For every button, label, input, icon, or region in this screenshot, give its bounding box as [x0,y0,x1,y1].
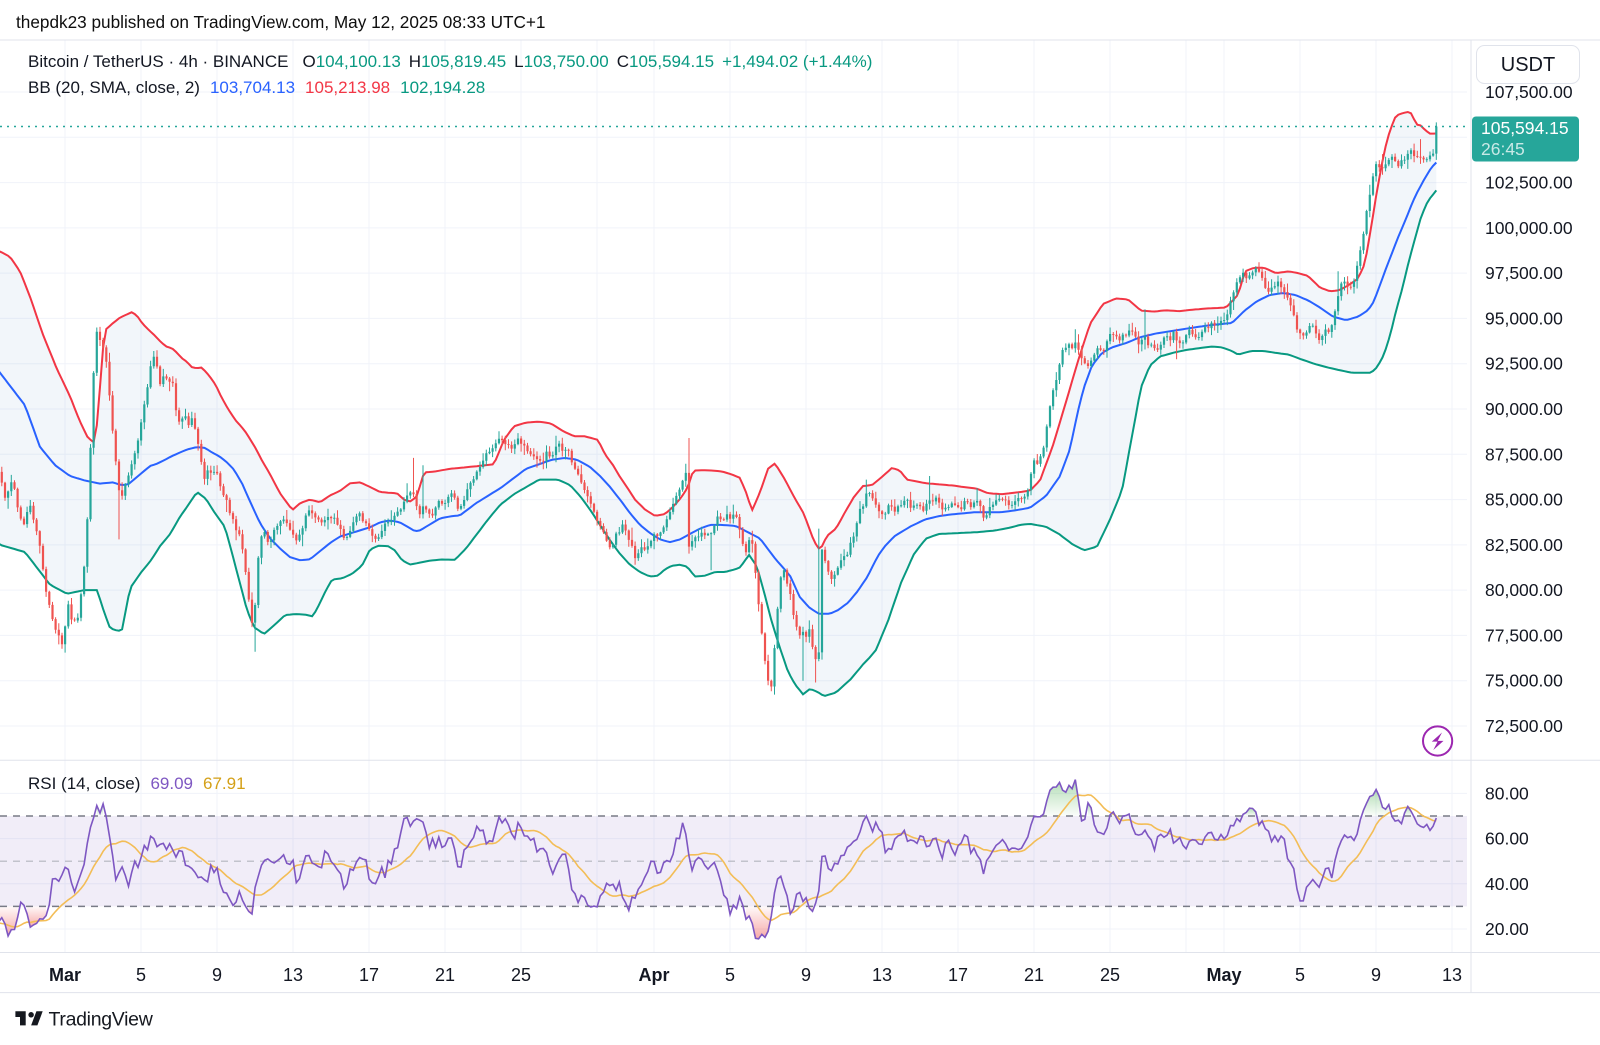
svg-text:Bitcoin / TetherUS · 4h · BINA: Bitcoin / TetherUS · 4h · BINANCE O104,10… [28,52,872,71]
svg-text:80,000.00: 80,000.00 [1485,580,1563,600]
svg-text:25: 25 [511,965,531,985]
svg-text:95,000.00: 95,000.00 [1485,308,1563,328]
svg-text:May: May [1206,965,1241,985]
svg-text:USDT: USDT [1501,54,1555,76]
svg-text:75,000.00: 75,000.00 [1485,671,1563,691]
svg-text:17: 17 [359,965,379,985]
svg-text:TradingView: TradingView [49,1009,154,1031]
svg-text:40.00: 40.00 [1485,874,1529,894]
svg-text:13: 13 [283,965,303,985]
svg-text:13: 13 [872,965,892,985]
svg-text:26:45: 26:45 [1481,139,1525,159]
svg-text:5: 5 [725,965,735,985]
svg-text:97,500.00: 97,500.00 [1485,263,1563,283]
svg-text:9: 9 [801,965,811,985]
svg-text:Apr: Apr [639,965,670,985]
svg-text:77,500.00: 77,500.00 [1485,625,1563,645]
svg-text:5: 5 [136,965,146,985]
svg-text:21: 21 [435,965,455,985]
svg-text:20.00: 20.00 [1485,919,1529,939]
svg-text:72,500.00: 72,500.00 [1485,716,1563,736]
svg-text:92,500.00: 92,500.00 [1485,354,1563,374]
svg-text:60.00: 60.00 [1485,829,1529,849]
svg-text:82,500.00: 82,500.00 [1485,535,1563,555]
svg-text:BB (20, SMA, close, 2)103,704.: BB (20, SMA, close, 2) 103,704.13 105,213.… [28,78,485,97]
svg-text:5: 5 [1295,965,1305,985]
svg-text:102,500.00: 102,500.00 [1485,173,1573,193]
svg-text:105,594.15: 105,594.15 [1481,118,1569,138]
svg-text:21: 21 [1024,965,1044,985]
svg-text:25: 25 [1100,965,1120,985]
svg-text:107,500.00: 107,500.00 [1485,82,1573,102]
svg-text:13: 13 [1442,965,1462,985]
svg-text:17: 17 [948,965,968,985]
svg-text:9: 9 [1371,965,1381,985]
svg-text:85,000.00: 85,000.00 [1485,490,1563,510]
svg-text:90,000.00: 90,000.00 [1485,399,1563,419]
svg-text:thepdk23 published on TradingV: thepdk23 published on TradingView.com, M… [16,12,546,32]
svg-text:87,500.00: 87,500.00 [1485,444,1563,464]
svg-text:9: 9 [212,965,222,985]
svg-text:100,000.00: 100,000.00 [1485,218,1573,238]
svg-text:80.00: 80.00 [1485,783,1529,803]
svg-text:Mar: Mar [49,965,81,985]
